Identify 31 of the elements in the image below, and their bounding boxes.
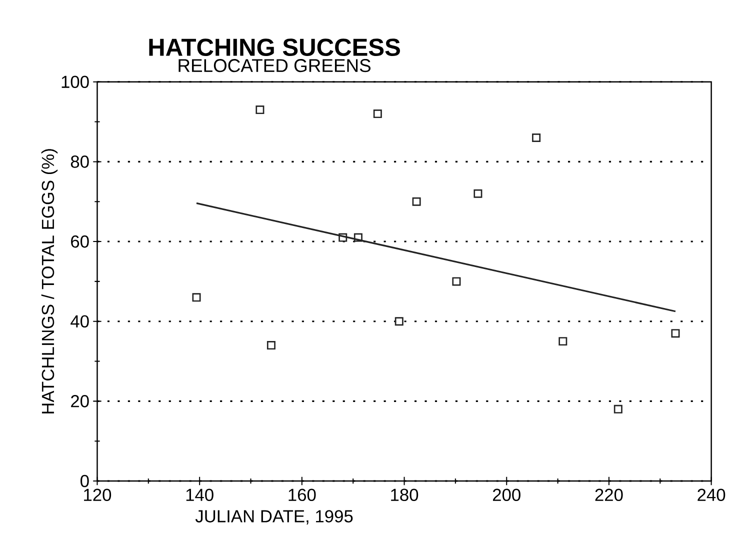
- x-tick-label: 180: [391, 488, 418, 502]
- x-tick-label: 220: [595, 488, 623, 502]
- y-axis-title: HATCHLINGS / TOTAL EGGS (%): [41, 149, 58, 414]
- point: [354, 233, 362, 242]
- point: [373, 110, 382, 118]
- y-tick-label: 80: [70, 156, 89, 168]
- y-tick-label: 40: [70, 315, 89, 328]
- point: [452, 277, 461, 286]
- y-tick-label: 0: [80, 474, 89, 488]
- y-tick-label: 100: [62, 76, 89, 88]
- x-tick-label: 200: [492, 488, 520, 502]
- point: [474, 189, 482, 198]
- y-tick-label: 20: [71, 395, 89, 408]
- point: [671, 329, 680, 338]
- point: [192, 293, 201, 302]
- point: [532, 134, 541, 142]
- point: [338, 233, 348, 242]
- x-tick-label: 160: [288, 488, 316, 502]
- x-tick-label: 140: [186, 488, 214, 502]
- x-tick-label: 120: [84, 488, 112, 502]
- point: [256, 106, 264, 114]
- x-tick-label: 240: [698, 488, 726, 502]
- chart-subtitle: RELOCATED GREENS: [178, 59, 370, 72]
- point: [394, 317, 404, 326]
- point: [266, 341, 276, 350]
- x-axis-title: JULIAN DATE, 1995: [195, 510, 353, 525]
- y-tick-label: 60: [71, 235, 89, 248]
- point: [558, 337, 568, 346]
- chart-title: HATCHING SUCCESS: [149, 38, 400, 56]
- point: [614, 405, 622, 414]
- point: [412, 197, 421, 206]
